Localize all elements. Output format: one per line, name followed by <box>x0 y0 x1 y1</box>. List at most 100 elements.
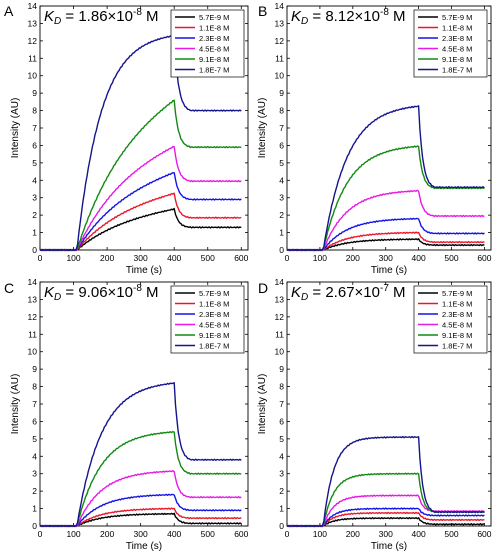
y-tick-label: 0 <box>32 521 37 531</box>
legend-label-4: 4.5E-8 M <box>199 45 229 54</box>
x-tick-label: 600 <box>234 253 248 263</box>
y-tick-label: 4 <box>279 451 284 461</box>
y-tick-label: 12 <box>28 312 38 322</box>
kd-symbol: K <box>44 8 55 25</box>
legend-label-4: 4.5E-8 M <box>442 321 472 330</box>
x-tick-label: 600 <box>477 529 491 539</box>
x-tick-label: 200 <box>100 529 114 539</box>
x-tick-label: 0 <box>38 529 43 539</box>
kd-annotation: KD = 8.12×10-8 M <box>291 7 406 27</box>
y-tick-label: 3 <box>279 193 284 203</box>
y-tick-label: 1 <box>32 504 37 514</box>
x-axis-title: Time (s) <box>126 265 162 276</box>
y-tick-label: 0 <box>279 245 284 255</box>
y-tick-label: 8 <box>279 382 284 392</box>
y-tick-label: 4 <box>32 175 37 185</box>
legend: 5.7E-9 M 1.1E-8 M2.3E-8 M 4.5E-8 M9.1E-8 M… <box>413 285 488 354</box>
y-tick-label: 7 <box>32 123 37 133</box>
x-tick-label: 200 <box>100 253 114 263</box>
kd-unit: M <box>142 8 159 25</box>
y-tick-label: 11 <box>28 329 37 339</box>
kd-annotation: KD = 1.86×10-8 M <box>44 7 159 27</box>
legend-box <box>413 285 488 354</box>
x-tick-label: 0 <box>285 253 290 263</box>
y-tick-label: 6 <box>32 416 37 426</box>
y-axis-title: Intensity (AU) <box>257 98 268 159</box>
legend-label-5: 9.1E-8 M <box>199 331 229 340</box>
series-line-5 <box>286 145 485 252</box>
y-tick-label: 9 <box>279 364 284 374</box>
x-tick-label: 300 <box>134 253 148 263</box>
series-line-6 <box>39 382 242 528</box>
legend: 5.7E-9 M 1.1E-8 M2.3E-8 M 4.5E-8 M9.1E-8 M… <box>170 285 245 354</box>
x-axis-title: Time (s) <box>126 541 162 552</box>
y-tick-label: 4 <box>279 175 284 185</box>
y-tick-label: 9 <box>32 88 37 98</box>
y-tick-label: 8 <box>32 106 37 116</box>
y-tick-label: 1 <box>279 228 284 238</box>
y-tick-label: 3 <box>32 469 37 479</box>
legend-label-5: 9.1E-8 M <box>442 55 472 64</box>
legend-label-1: 5.7E-9 M <box>442 13 472 22</box>
y-tick-label: 13 <box>28 294 38 304</box>
y-tick-label: 10 <box>28 347 38 357</box>
x-tick-label: 300 <box>134 529 148 539</box>
y-tick-label: 12 <box>275 312 285 322</box>
kd-exponent: -8 <box>133 283 142 294</box>
legend: 5.7E-9 M 1.1E-8 M2.3E-8 M 4.5E-8 M9.1E-8 M… <box>170 9 245 78</box>
y-axis-title: Intensity (AU) <box>257 374 268 435</box>
chart-panel-c: C0 100 200 300 400 500 60001234567891011121314… <box>4 277 249 552</box>
y-tick-label: 0 <box>32 245 37 255</box>
kd-subscript: D <box>301 292 308 303</box>
series-line-3 <box>39 493 242 528</box>
x-tick-label: 200 <box>346 253 360 263</box>
x-tick-label: 600 <box>234 529 248 539</box>
y-tick-label: 13 <box>275 18 285 28</box>
x-tick-label: 400 <box>412 529 426 539</box>
y-tick-label: 7 <box>279 123 284 133</box>
panel-letter: D <box>258 280 268 296</box>
x-tick-label: 200 <box>346 529 360 539</box>
panel-letter: B <box>258 3 267 19</box>
series-line-6 <box>39 34 242 252</box>
y-tick-label: 5 <box>32 158 37 168</box>
legend-box <box>170 9 245 78</box>
series-line-4 <box>286 494 485 528</box>
y-tick-label: 0 <box>279 521 284 531</box>
legend-box <box>170 285 245 354</box>
y-axis-title: Intensity (AU) <box>10 374 21 435</box>
y-tick-label: 14 <box>28 1 38 11</box>
legend-label-3: 2.3E-8 M <box>442 34 472 43</box>
legend-label-2: 1.1E-8 M <box>199 24 229 33</box>
kd-annotation: KD = 9.06×10-8 M <box>44 283 159 303</box>
x-tick-label: 0 <box>38 253 43 263</box>
legend-label-3: 2.3E-8 M <box>199 310 229 319</box>
y-tick-label: 11 <box>275 329 284 339</box>
x-tick-label: 400 <box>167 253 181 263</box>
legend-box <box>413 9 488 78</box>
legend-label-2: 1.1E-8 M <box>442 300 472 309</box>
y-tick-label: 7 <box>32 399 37 409</box>
panel-letter: A <box>4 3 14 19</box>
y-tick-label: 9 <box>32 364 37 374</box>
y-tick-label: 5 <box>279 158 284 168</box>
x-tick-label: 0 <box>285 529 290 539</box>
x-axis-title: Time (s) <box>371 265 407 276</box>
legend-label-5: 9.1E-8 M <box>199 55 229 64</box>
y-tick-label: 8 <box>32 382 37 392</box>
y-tick-label: 1 <box>279 504 284 514</box>
chart-panel-b: B0 100 200 300 400 500 60001234567891011121314… <box>257 1 492 276</box>
legend-label-1: 5.7E-9 M <box>199 13 229 22</box>
y-tick-label: 12 <box>275 36 285 46</box>
series-line-6 <box>286 435 485 528</box>
kd-subscript: D <box>301 16 308 27</box>
y-tick-label: 9 <box>279 88 284 98</box>
y-tick-label: 14 <box>28 277 38 287</box>
x-axis-title: Time (s) <box>371 541 407 552</box>
kd-value: = 8.12×10 <box>308 8 380 25</box>
series-line-2 <box>39 192 242 252</box>
legend-label-3: 2.3E-8 M <box>199 34 229 43</box>
kd-exponent: -7 <box>380 283 389 294</box>
kd-value: = 9.06×10 <box>61 284 133 301</box>
